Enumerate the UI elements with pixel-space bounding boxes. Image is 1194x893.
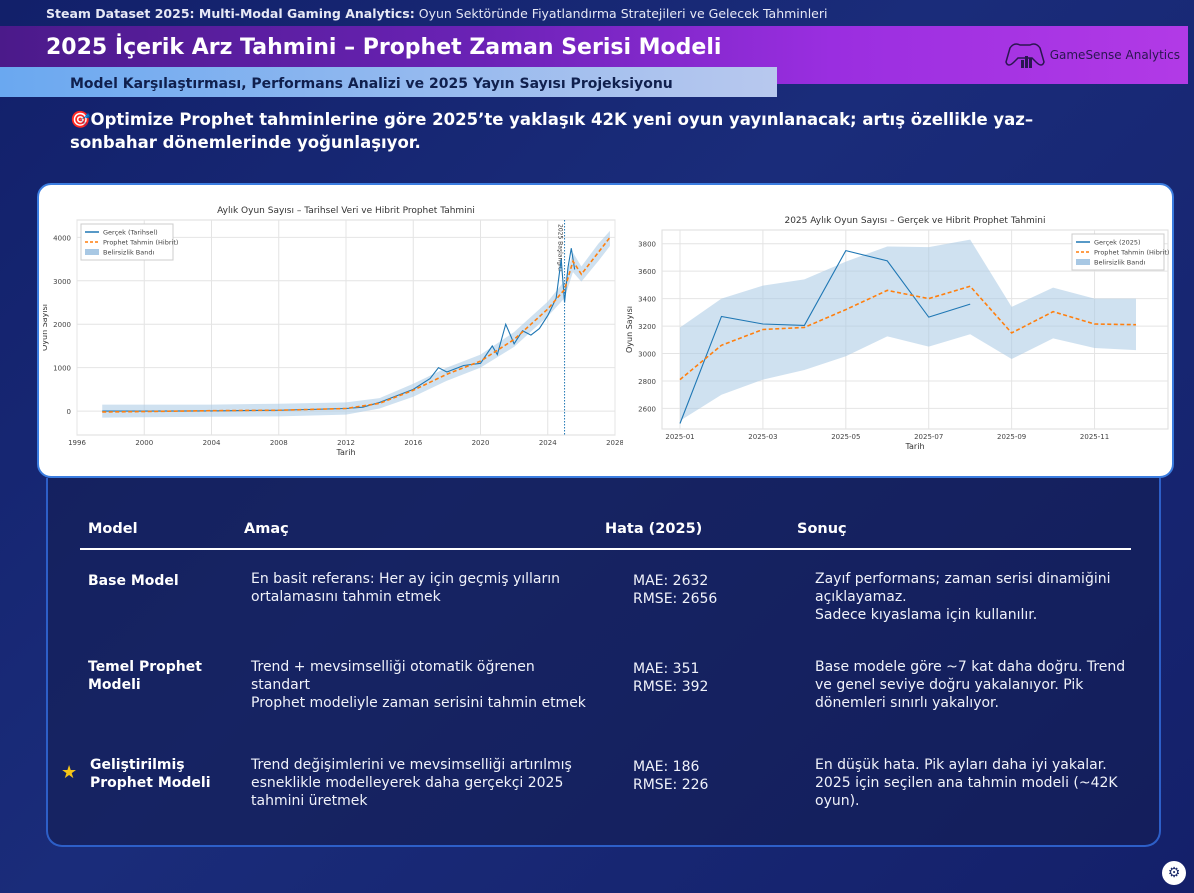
legend-label: Prophet Tahmin (Hibrit) (1094, 249, 1169, 257)
x-tick-label: 2012 (337, 439, 355, 447)
chart-title: 2025 Aylık Oyun Sayısı – Gerçek ve Hibri… (784, 216, 1045, 226)
legend-swatch (85, 249, 99, 255)
model-goal: En basit referans: Her ay için geçmiş yı… (251, 571, 561, 605)
model-name: Base Model (88, 573, 179, 589)
steam-icon: ⚙ (1162, 861, 1186, 885)
series-line-1 (102, 236, 611, 413)
y-tick-label: 2000 (53, 321, 71, 329)
x-tick-label: 2020 (472, 439, 490, 447)
model-name: Geliştirilmiş Prophet Modeli (90, 757, 211, 791)
model-result: En düşük hata. Pik ayları daha iyi yakal… (815, 757, 1118, 809)
x-axis-label: Tarih (335, 448, 355, 457)
model-name: Temel Prophet Modeli (88, 659, 202, 693)
y-axis-label: Oyun Sayısı (625, 306, 634, 353)
x-axis-label: Tarih (904, 442, 924, 451)
subtitle: Model Karşılaştırması, Performans Analiz… (0, 67, 777, 97)
rmse-value: RMSE: 226 (633, 777, 709, 793)
dataset-caption: Steam Dataset 2025: Multi-Modal Gaming A… (46, 6, 828, 21)
col-header-goal: Amaç (244, 521, 289, 537)
y-axis-label: Oyun Sayısı (43, 304, 49, 351)
y-tick-label: 3400 (638, 296, 656, 304)
y-tick-label: 2800 (638, 378, 656, 386)
target-icon: 🎯 (70, 110, 91, 129)
y-tick-label: 0 (67, 408, 71, 416)
series-line-0 (679, 249, 971, 424)
x-tick-label: 2025-07 (914, 433, 943, 441)
charts-panel: 0 1000 2000 3000 4000 1996 2000 2004 2008 2012 201… (37, 183, 1174, 478)
x-tick-label: 2025-03 (748, 433, 777, 441)
y-tick-label: 4000 (53, 234, 71, 242)
x-tick-label: 2025-11 (1080, 433, 1109, 441)
x-tick-label: 2028 (606, 439, 623, 447)
model-goal: Trend + mevsimselliği otomatik öğrenen s… (251, 659, 586, 711)
rmse-value: RMSE: 2656 (633, 591, 718, 607)
model-result: Zayıf performans; zaman serisi dinamiğin… (815, 571, 1111, 623)
rmse-value: RMSE: 392 (633, 679, 709, 695)
y-tick-label: 3000 (53, 278, 71, 286)
x-tick-label: 1996 (68, 439, 86, 447)
y-tick-label: 3000 (638, 351, 656, 359)
legend-label: Belirsizlik Bandı (103, 249, 154, 257)
historical-chart: 0 1000 2000 3000 4000 1996 2000 2004 2008 2012 201… (43, 206, 623, 457)
col-header-model: Model (88, 521, 138, 537)
x-tick-label: 2025-01 (665, 433, 694, 441)
mae-value: MAE: 351 (633, 661, 700, 677)
legend-label: Gerçek (Tarihsel) (103, 229, 158, 237)
forecast-2025-chart: 2600 2800 3000 3200 3400 3600 3800 2025-01 2025-… (625, 216, 1169, 451)
gamepad-icon (1004, 43, 1045, 68)
mae-value: MAE: 186 (633, 759, 700, 775)
headline: 🎯Optimize Prophet tahminlerine göre 2025… (70, 110, 1034, 152)
model-result: Base modele göre ~7 kat daha doğru. Tren… (815, 659, 1126, 711)
y-tick-label: 2600 (638, 405, 656, 413)
x-tick-label: 2024 (539, 439, 557, 447)
col-header-error: Hata (2025) (605, 521, 703, 537)
legend-label: Prophet Tahmin (Hibrit) (103, 239, 178, 247)
series-line-1 (679, 285, 1137, 381)
star-icon: ★ (61, 762, 78, 783)
legend-swatch (1076, 259, 1090, 265)
y-tick-label: 3600 (638, 268, 656, 276)
col-header-result: Sonuç (797, 521, 847, 537)
series-line-0 (102, 248, 576, 412)
vline-label: 2025 Başlangıcı (557, 224, 564, 272)
model-goal: Trend değişimlerini ve mevsimselliği art… (251, 757, 572, 809)
logo: GameSense Analytics (1004, 40, 1180, 70)
legend-label: Gerçek (2025) (1094, 239, 1141, 247)
model-comparison-table: Model Amaç Hata (2025) Sonuç Base Model E… (46, 478, 1161, 847)
uncertainty-band (680, 239, 1136, 421)
x-tick-label: 2000 (135, 439, 153, 447)
y-tick-label: 1000 (53, 365, 71, 373)
x-tick-label: 2016 (404, 439, 422, 447)
mae-value: MAE: 2632 (633, 573, 709, 589)
header-divider (80, 548, 1131, 550)
x-tick-label: 2025-05 (831, 433, 860, 441)
x-tick-label: 2008 (270, 439, 288, 447)
y-tick-label: 3800 (638, 241, 656, 249)
x-tick-label: 2004 (203, 439, 221, 447)
page-title: 2025 İçerik Arz Tahmini – Prophet Zaman … (46, 35, 722, 60)
legend-label: Belirsizlik Bandı (1094, 259, 1145, 267)
chart-title: Aylık Oyun Sayısı – Tarihsel Veri ve Hib… (217, 206, 475, 216)
x-tick-label: 2025-09 (997, 433, 1026, 441)
y-tick-label: 3200 (638, 323, 656, 331)
